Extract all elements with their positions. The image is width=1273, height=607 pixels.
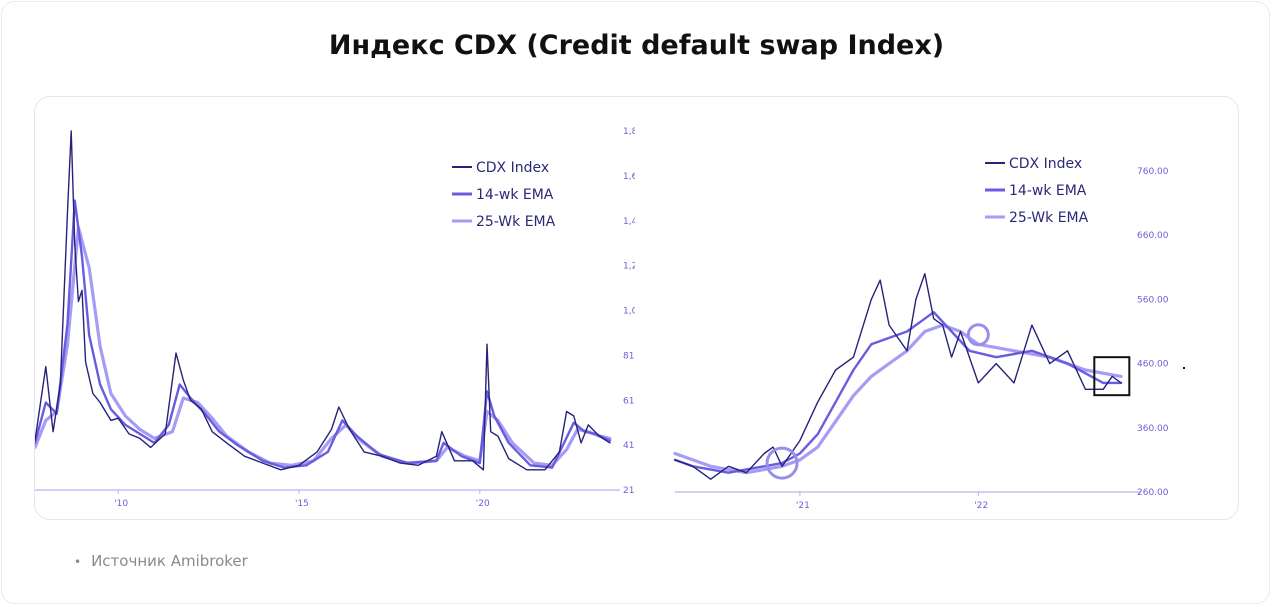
source-note: • Источник Amibroker — [74, 552, 248, 570]
series-line-2 — [673, 323, 1123, 475]
highlight-circle — [765, 446, 799, 480]
x-tick-label: '22 — [974, 501, 988, 511]
y-tick-label: 1,210.00 — [623, 262, 635, 272]
chart-long-term: 1,810.00 1,610.00 1,410.00 1,210.00 1,010.00… — [35, 127, 635, 509]
x-tick-label: '20 — [476, 499, 490, 509]
y-tick-label: 560.00 — [1137, 295, 1169, 305]
y-tick-label: 660.00 — [1137, 231, 1169, 241]
highlight-circle — [966, 323, 990, 347]
y-tick-label: 1,010.00 — [623, 307, 635, 317]
chart-card: 1,810.00 1,610.00 1,410.00 1,210.00 1,010.00… — [34, 96, 1239, 520]
x-tick-label: '15 — [295, 499, 309, 509]
legend-label: 14-wk EMA — [1009, 183, 1087, 199]
chart-zoom-2021-2022: 760.00 660.00 560.00 460.00 360.00 260.00 '21 '… — [673, 156, 1169, 511]
y-tick-label: 810.00 — [623, 351, 635, 361]
legend-label: CDX Index — [476, 160, 549, 176]
highlight-box — [1093, 356, 1131, 397]
legend-label: 14-wk EMA — [476, 187, 554, 203]
y-tick-label: 360.00 — [1137, 424, 1169, 434]
x-tick-label: '21 — [796, 501, 810, 511]
y-tick-label: 1,810.00 — [623, 127, 635, 137]
y-tick-label: 460.00 — [1137, 360, 1169, 370]
source-text: Источник Amibroker — [91, 552, 248, 570]
y-tick-label: 1,410.00 — [623, 217, 635, 227]
series-line-0 — [674, 272, 1122, 480]
series-line-1 — [673, 310, 1123, 474]
y-tick-label: 610.00 — [623, 396, 635, 406]
y-tick-label: 210.00 — [623, 486, 635, 496]
y-tick-label: 1,610.00 — [623, 172, 635, 182]
legend-label: CDX Index — [1009, 156, 1082, 172]
series-line-2 — [35, 225, 612, 467]
y-tick-label: 410.00 — [623, 441, 635, 451]
x-tick-label: '10 — [114, 499, 128, 509]
page-title: Индекс CDX (Credit default swap Index) — [328, 30, 945, 61]
bullet-icon: • — [74, 555, 82, 569]
y-tick-label: 760.00 — [1137, 167, 1169, 177]
y-tick-label: 260.00 — [1137, 488, 1169, 498]
legend-label: 25-Wk EMA — [1009, 210, 1089, 226]
legend-label: 25-Wk EMA — [476, 214, 556, 230]
series-line-0 — [35, 130, 611, 471]
series-line-1 — [35, 199, 612, 469]
stray-dot — [1183, 367, 1185, 369]
